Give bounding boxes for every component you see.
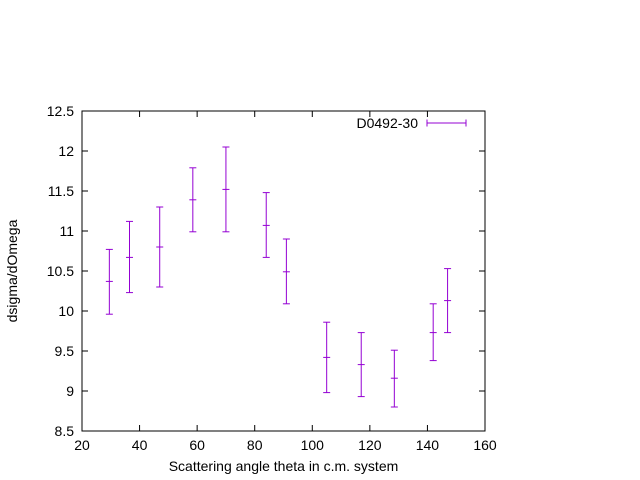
y-tick-label: 8.5 [55,423,75,439]
data-point-8 [323,321,331,394]
legend: D0492-30 [357,115,467,131]
x-axis-title: Scattering angle theta in c.m. system [169,458,399,474]
y-tick-label: 9 [66,383,74,399]
x-tick-label: 140 [416,437,440,453]
y-tick-label: 10 [58,303,74,319]
data-point-1 [105,248,113,315]
data-point-2 [125,220,133,294]
x-tick-label: 80 [247,437,263,453]
y-axis-title: dsigma/dOmega [4,219,20,322]
data-point-3 [156,206,164,288]
y-tick-label: 9.5 [55,343,75,359]
data-point-6 [262,192,270,258]
y-tick-label: 10.5 [47,263,74,279]
data-point-9 [357,332,365,398]
data-point-5 [222,146,230,233]
axes: 20 40 60 80 100 120 140 160 8.5 9 9.5 10 10.5 11 11.5 1… [47,103,497,453]
x-tick-label: 20 [74,437,90,453]
x-tick-label: 160 [473,437,497,453]
data-point-12 [444,268,452,334]
legend-label: D0492-30 [357,115,419,131]
data-point-10 [390,349,398,408]
data-series [105,146,452,408]
x-tick-label: 60 [189,437,205,453]
y-tick-label: 11.5 [48,183,74,199]
data-point-4 [189,167,197,233]
y-tick-label: 12.5 [47,103,74,119]
x-tick-label: 40 [132,437,148,453]
data-point-7 [282,238,290,305]
x-tick-label: 100 [301,437,325,453]
data-point-11 [429,303,437,362]
y-tick-label: 11 [59,223,74,239]
y-tick-label: 12 [58,143,74,159]
x-tick-label: 120 [358,437,382,453]
